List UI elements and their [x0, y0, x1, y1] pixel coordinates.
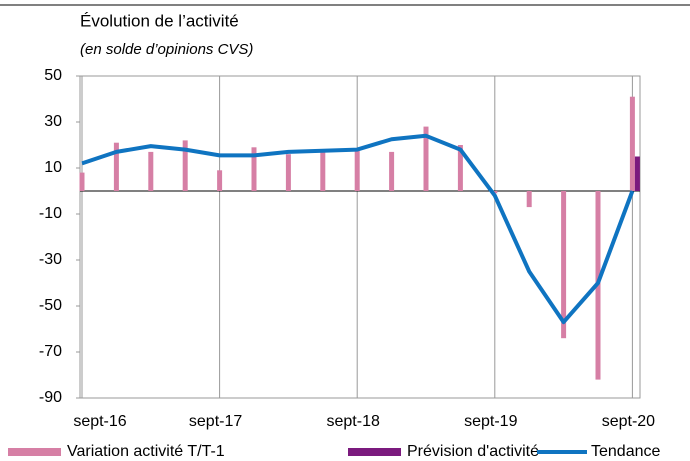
bar [354, 149, 360, 191]
y-tick-label: 30 [44, 113, 62, 130]
bar [423, 126, 429, 191]
bar [492, 191, 498, 194]
trend-line [81, 133, 635, 325]
bar [251, 147, 257, 191]
bar [79, 172, 85, 191]
y-tick-label: 50 [44, 67, 62, 84]
x-tick-label: sept-19 [464, 413, 517, 430]
x-tick-label: sept-18 [327, 413, 380, 430]
legend-swatch [8, 448, 61, 456]
x-tick-label: sept-17 [189, 413, 242, 430]
bar [217, 170, 223, 191]
y-tick-label: -90 [39, 389, 62, 406]
bar [629, 96, 635, 191]
bar [561, 191, 567, 339]
y-tick-label: 10 [44, 159, 62, 176]
y-tick-label: -30 [39, 251, 62, 268]
bar [148, 151, 154, 191]
bar [457, 145, 463, 191]
legend-label: Variation activité T/T-1 [67, 443, 225, 460]
legend-label: Tendance [591, 443, 660, 460]
chart-subtitle: (en solde d’opinions CVS) [80, 41, 253, 58]
bar [634, 156, 640, 191]
y-tick-label: -50 [39, 297, 62, 314]
x-tick-label: sept-20 [602, 413, 655, 430]
x-tick-label: sept-16 [73, 413, 126, 430]
legend-swatch [348, 448, 401, 456]
chart-title: Évolution de l’activité [80, 11, 239, 30]
plot-frame [79, 75, 641, 399]
y-tick-label: -70 [39, 343, 62, 360]
y-tick-label: -10 [39, 205, 62, 222]
bar [526, 191, 532, 208]
bar [285, 154, 291, 191]
bar [113, 142, 119, 191]
legend-label: Prévision d'activité [407, 443, 539, 460]
bar [389, 151, 395, 191]
bar [182, 140, 188, 191]
bar [320, 151, 326, 191]
